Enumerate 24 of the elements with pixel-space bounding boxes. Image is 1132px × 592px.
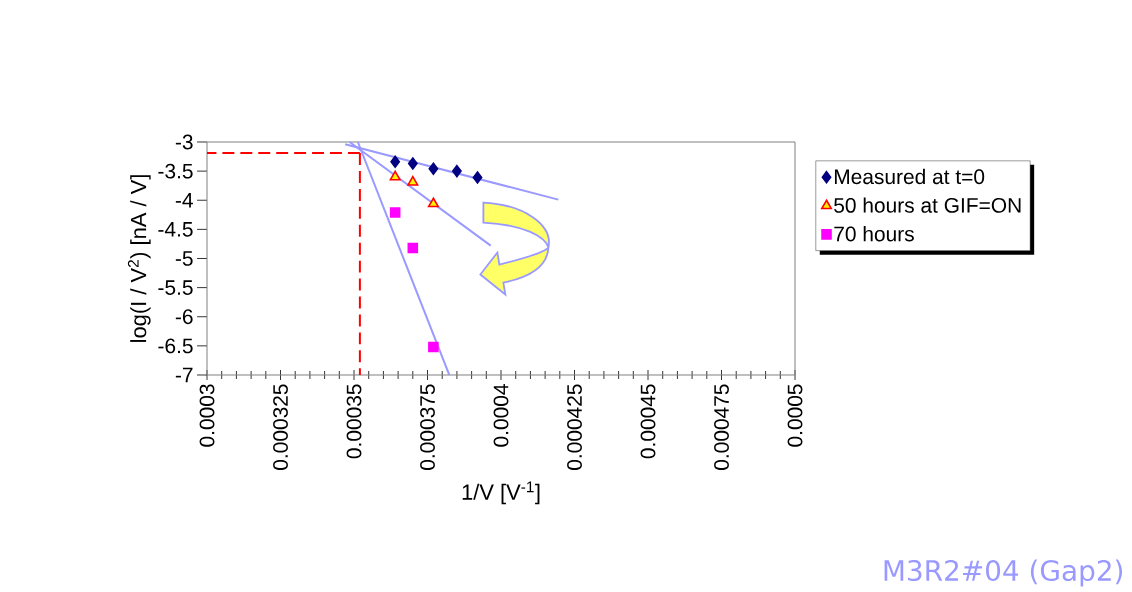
x-tick-label: 0.0005: [787, 384, 803, 447]
legend-label: 50 hours at GIF=ON: [834, 197, 1021, 213]
legend-label: Measured at t=0: [834, 168, 985, 185]
y-tick-label: -3: [175, 134, 193, 150]
y-tick-label: -3.5: [158, 163, 193, 179]
legend-label: 70 hours: [834, 226, 914, 242]
x-tick-label: 0.000375: [420, 384, 435, 470]
text: M3R2#04 (Gap2): [884, 559, 1123, 587]
y-axis-title: log(I / V$^{2}$) [nA / V]: [127, 175, 151, 342]
x-tick-label: 0.000325: [273, 384, 288, 470]
x-tick-label: 0.00035: [346, 384, 362, 459]
x-tick-label: 0.00045: [640, 384, 656, 459]
x-tick-label: 0.000475: [714, 384, 729, 470]
y-tick-label: -4.5: [158, 222, 193, 237]
x-axis-title: 1/V [V$^{-1}$]: [462, 481, 540, 505]
y-tick-label: -5: [175, 251, 193, 266]
y-tick-label: -4: [175, 193, 193, 208]
x-tick-label: 0.000425: [567, 384, 582, 470]
y-tick-label: -6: [175, 309, 193, 325]
x-tick-label: 0.0003: [199, 384, 215, 447]
y-tick-label: -7: [175, 367, 193, 383]
y-tick-label: -5.5: [158, 280, 193, 295]
y-tick-label: -6.5: [158, 338, 193, 354]
x-tick-label: 0.0004: [493, 384, 509, 447]
